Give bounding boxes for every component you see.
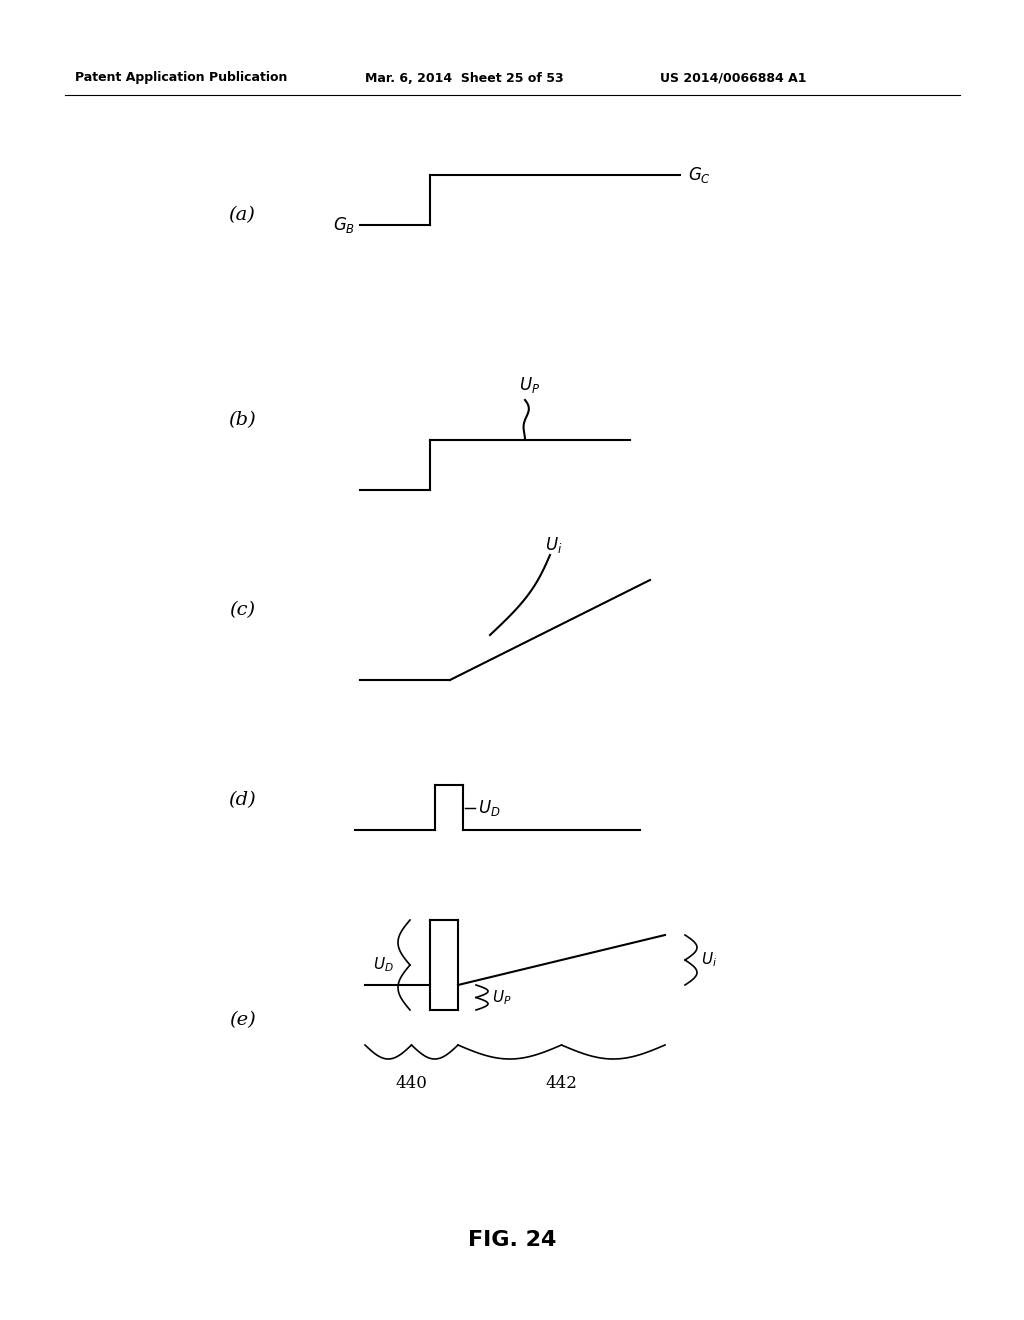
Text: $G_C$: $G_C$	[688, 165, 711, 185]
Text: (e): (e)	[228, 1011, 255, 1030]
Text: $G_B$: $G_B$	[333, 215, 355, 235]
Text: $U_D$: $U_D$	[373, 956, 394, 974]
Text: $U_i$: $U_i$	[701, 950, 717, 969]
Text: Patent Application Publication: Patent Application Publication	[75, 71, 288, 84]
Text: (b): (b)	[228, 411, 256, 429]
Text: Mar. 6, 2014  Sheet 25 of 53: Mar. 6, 2014 Sheet 25 of 53	[365, 71, 563, 84]
Text: 440: 440	[395, 1074, 427, 1092]
Text: $U_D$: $U_D$	[478, 797, 501, 817]
Text: $U_i$: $U_i$	[545, 535, 562, 554]
Text: (d): (d)	[228, 791, 256, 809]
Text: FIG. 24: FIG. 24	[468, 1230, 556, 1250]
Text: US 2014/0066884 A1: US 2014/0066884 A1	[660, 71, 807, 84]
Text: (a): (a)	[228, 206, 255, 224]
Text: 442: 442	[546, 1074, 578, 1092]
Text: $U_P$: $U_P$	[492, 989, 512, 1007]
Text: $U_P$: $U_P$	[519, 375, 541, 395]
Text: (c): (c)	[229, 601, 255, 619]
